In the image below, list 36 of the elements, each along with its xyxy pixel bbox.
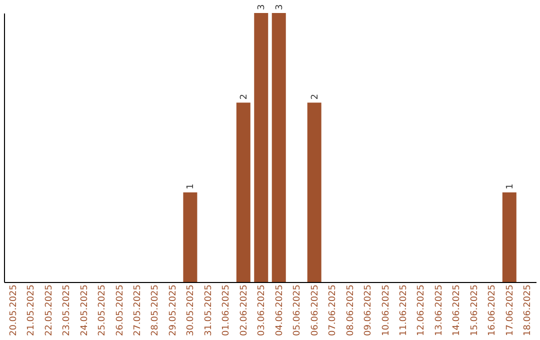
data-label: 3 [274,4,285,10]
x-tick-label: 08.06.2025 [346,284,356,336]
data-label: 2 [239,94,250,100]
x-tick-label: 13.06.2025 [434,284,444,336]
x-tick-label: 27.05.2025 [133,284,143,336]
x-tick-label: 20.05.2025 [8,284,19,336]
data-label: 2 [310,94,320,100]
x-tick-label: 02.06.2025 [239,284,250,336]
x-tick-label: 30.05.2025 [186,284,196,336]
x-tick-label: 28.05.2025 [150,284,161,336]
x-tick-label: 16.06.2025 [488,284,498,336]
x-tick-label: 14.06.2025 [452,284,462,336]
x-tick-label: 21.05.2025 [26,284,37,336]
x-tick-label: 12.06.2025 [416,284,427,336]
x-tick-label: 07.06.2025 [328,284,338,336]
x-tick-label: 04.06.2025 [274,284,285,336]
x-tick-label: 05.06.2025 [292,284,303,336]
data-label: 1 [186,184,196,190]
x-tick-label: 11.06.2025 [399,284,409,336]
x-tick-label: 18.06.2025 [523,284,534,336]
x-tick-label: 23.05.2025 [62,284,72,336]
x-tick-label: 10.06.2025 [381,284,392,336]
x-tick-label: 31.05.2025 [204,284,214,336]
x-tick-label: 22.05.2025 [44,284,54,336]
x-tick-label: 17.06.2025 [505,284,516,336]
x-tick-label: 26.05.2025 [115,284,126,336]
data-label: 1 [505,184,516,190]
x-tick-label: 29.05.2025 [168,284,178,336]
x-tick-label: 01.06.2025 [222,284,232,336]
x-tick-label: 06.06.2025 [310,284,320,336]
x-tick-label: 25.05.2025 [98,284,108,336]
x-tick-label: 09.06.2025 [364,284,374,336]
data-label: 3 [257,4,268,10]
x-tick-label: 15.06.2025 [470,284,480,336]
x-tick-label: 24.05.2025 [80,284,90,336]
x-tick-label: 03.06.2025 [257,284,268,336]
